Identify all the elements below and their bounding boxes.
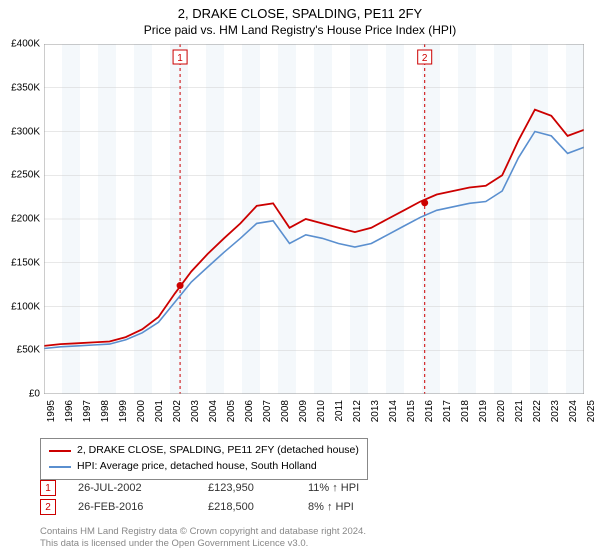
x-tick-label: 2002 [172, 400, 183, 422]
y-tick-label: £300K [11, 126, 40, 137]
legend-label: HPI: Average price, detached house, Sout… [77, 459, 317, 475]
x-tick-label: 2006 [244, 400, 255, 422]
y-tick-label: £50K [17, 345, 40, 356]
transaction-row: 1 26-JUL-2002£123,95011% ↑ HPI [40, 480, 408, 496]
transaction-marker-icon: 1 [40, 480, 56, 496]
transaction-price: £123,950 [208, 482, 308, 494]
x-tick-label: 2016 [424, 400, 435, 422]
legend-item: 2, DRAKE CLOSE, SPALDING, PE11 2FY (deta… [49, 443, 359, 459]
x-tick-label: 2013 [370, 400, 381, 422]
x-tick-label: 2011 [334, 400, 345, 422]
x-tick-label: 2017 [442, 400, 453, 422]
svg-text:2: 2 [422, 53, 428, 64]
x-tick-label: 2019 [478, 400, 489, 422]
x-tick-label: 2007 [262, 400, 273, 422]
chart-container: 2, DRAKE CLOSE, SPALDING, PE11 2FY Price… [0, 0, 600, 560]
footer-line-1: Contains HM Land Registry data © Crown c… [40, 526, 366, 538]
x-tick-label: 2005 [226, 400, 237, 422]
x-tick-label: 1999 [118, 400, 129, 422]
x-tick-label: 2018 [460, 400, 471, 422]
y-tick-label: £400K [11, 39, 40, 50]
legend-item: HPI: Average price, detached house, Sout… [49, 459, 359, 475]
plot-area: 12 [44, 44, 584, 394]
y-axis-labels: £0£50K£100K£150K£200K£250K£300K£350K£400… [0, 44, 44, 394]
y-tick-label: £250K [11, 170, 40, 181]
x-tick-label: 1997 [82, 400, 93, 422]
x-tick-label: 2014 [388, 400, 399, 422]
y-tick-label: £200K [11, 214, 40, 225]
x-tick-label: 1996 [64, 400, 75, 422]
x-tick-label: 2023 [550, 400, 561, 422]
transaction-pct: 11% ↑ HPI [308, 482, 408, 494]
x-tick-label: 2008 [280, 400, 291, 422]
x-tick-label: 2010 [316, 400, 327, 422]
legend-box: 2, DRAKE CLOSE, SPALDING, PE11 2FY (deta… [40, 438, 368, 480]
y-tick-label: £0 [29, 389, 40, 400]
x-tick-label: 2025 [586, 400, 597, 422]
y-tick-label: £100K [11, 301, 40, 312]
x-axis-labels: 1995 1996 1997 1998 1999 2000 2001 2002 2003 2004… [44, 398, 584, 438]
transaction-marker-icon: 2 [40, 499, 56, 515]
x-tick-label: 2004 [208, 400, 219, 422]
x-tick-label: 1995 [46, 400, 57, 422]
chart-subtitle: Price paid vs. HM Land Registry's House … [0, 21, 600, 41]
x-tick-label: 2015 [406, 400, 417, 422]
x-tick-label: 2021 [514, 400, 525, 422]
transaction-date: 26-FEB-2016 [78, 501, 208, 513]
line-chart-svg: 12 [44, 44, 584, 394]
svg-text:1: 1 [177, 53, 183, 64]
x-tick-label: 2022 [532, 400, 543, 422]
transaction-notes: 1 26-JUL-2002£123,95011% ↑ HPI 2 26-FEB-201… [40, 480, 408, 518]
y-tick-label: £150K [11, 257, 40, 268]
legend-swatch [49, 466, 71, 468]
x-tick-label: 2009 [298, 400, 309, 422]
x-tick-label: 2003 [190, 400, 201, 422]
x-tick-label: 2020 [496, 400, 507, 422]
transaction-price: £218,500 [208, 501, 308, 513]
transaction-row: 2 26-FEB-2016£218,5008% ↑ HPI [40, 499, 408, 515]
footer-line-2: This data is licensed under the Open Gov… [40, 538, 366, 550]
x-tick-label: 2001 [154, 400, 165, 422]
transaction-pct: 8% ↑ HPI [308, 501, 408, 513]
x-tick-label: 2024 [568, 400, 579, 422]
legend-label: 2, DRAKE CLOSE, SPALDING, PE11 2FY (deta… [77, 443, 359, 459]
attribution-footer: Contains HM Land Registry data © Crown c… [40, 526, 366, 551]
legend-swatch [49, 450, 71, 452]
y-tick-label: £350K [11, 82, 40, 93]
chart-title: 2, DRAKE CLOSE, SPALDING, PE11 2FY [0, 0, 600, 21]
transaction-date: 26-JUL-2002 [78, 482, 208, 494]
x-tick-label: 1998 [100, 400, 111, 422]
x-tick-label: 2000 [136, 400, 147, 422]
x-tick-label: 2012 [352, 400, 363, 422]
